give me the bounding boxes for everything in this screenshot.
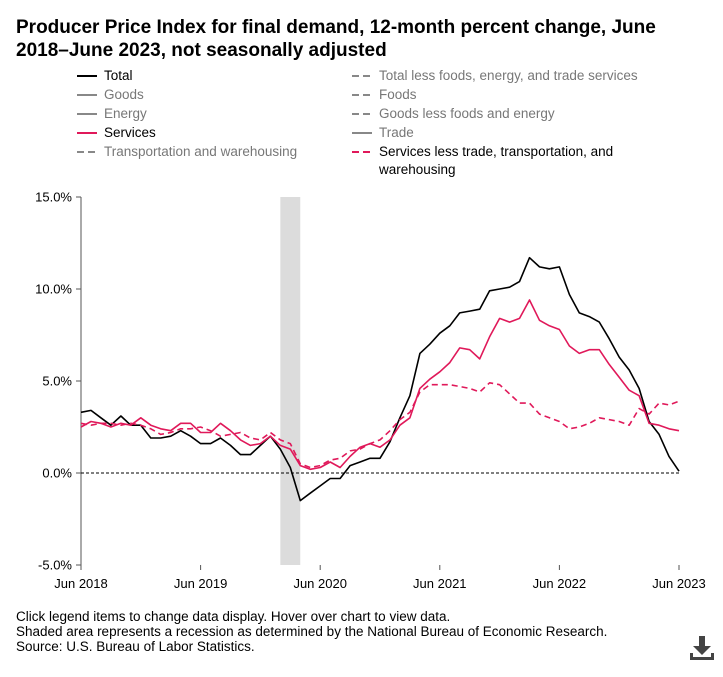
series-line-services-less-trade-transportation-and-warehousing <box>80 381 680 469</box>
legend-swatch-dashed-icon <box>352 94 372 96</box>
legend-swatch-solid-icon <box>77 132 97 134</box>
legend-swatch-dashed-icon <box>352 113 372 115</box>
y-tick-label: 5.0% <box>42 374 72 389</box>
legend-swatch-solid-icon <box>77 113 97 115</box>
x-tick-label: Jun 2018 <box>54 576 108 591</box>
legend-label-energy: Energy <box>104 106 147 121</box>
legend-label-goods-less-foods-energy: Goods less foods and energy <box>379 106 555 121</box>
legend-swatch-dashed-icon <box>77 151 97 153</box>
x-tick-label: Jun 2022 <box>533 576 587 591</box>
legend-label-goods: Goods <box>104 87 144 102</box>
legend: Total Total less foods, energy, and trad… <box>0 0 723 185</box>
y-tick-label: 10.0% <box>35 282 72 297</box>
legend-swatch-solid-icon <box>77 94 97 96</box>
legend-swatch-solid-icon <box>77 75 97 77</box>
y-tick-label: -5.0% <box>38 558 72 573</box>
legend-label-trade: Trade <box>379 125 414 140</box>
x-tick-label: Jun 2021 <box>413 576 467 591</box>
legend-label-foods: Foods <box>379 87 417 102</box>
recession-band <box>280 197 301 565</box>
chart-title: Producer Price Index for final demand, 1… <box>16 17 656 61</box>
legend-label-services-less-trade-transport: Services less trade, transportation, and… <box>379 144 614 177</box>
x-tick-label: Jun 2020 <box>293 576 347 591</box>
x-tick-label: Jun 2019 <box>174 576 228 591</box>
legend-swatch-dashed-icon <box>352 151 372 153</box>
legend-label-transportation-warehousing: Transportation and warehousing <box>104 144 298 159</box>
note-recession: Shaded area represents a recession as de… <box>16 624 608 639</box>
legend-swatch-dashed-icon <box>352 75 372 77</box>
note-instructions: Click legend items to change data displa… <box>16 609 451 624</box>
series-line-services <box>80 299 680 471</box>
download-icon[interactable] <box>688 634 716 662</box>
series-line-total <box>80 256 680 502</box>
legend-swatch-solid-icon <box>352 132 372 134</box>
x-tick-label: Jun 2023 <box>652 576 706 591</box>
legend-label-total: Total <box>104 68 133 83</box>
line-chart[interactable]: 15.0% 10.0% 5.0% 0.0% -5.0% Jun 2018 Jun 2019 J… <box>0 185 723 595</box>
note-source: Source: U.S. Bureau of Labor Statistics. <box>16 639 255 654</box>
y-tick-label: 0.0% <box>42 466 72 481</box>
legend-label-services: Services <box>104 125 156 140</box>
y-tick-label: 15.0% <box>35 190 72 205</box>
legend-label-total-less-foods-energy-trade: Total less foods, energy, and trade serv… <box>379 68 638 83</box>
chart-notes: Click legend items to change data displa… <box>16 609 607 654</box>
